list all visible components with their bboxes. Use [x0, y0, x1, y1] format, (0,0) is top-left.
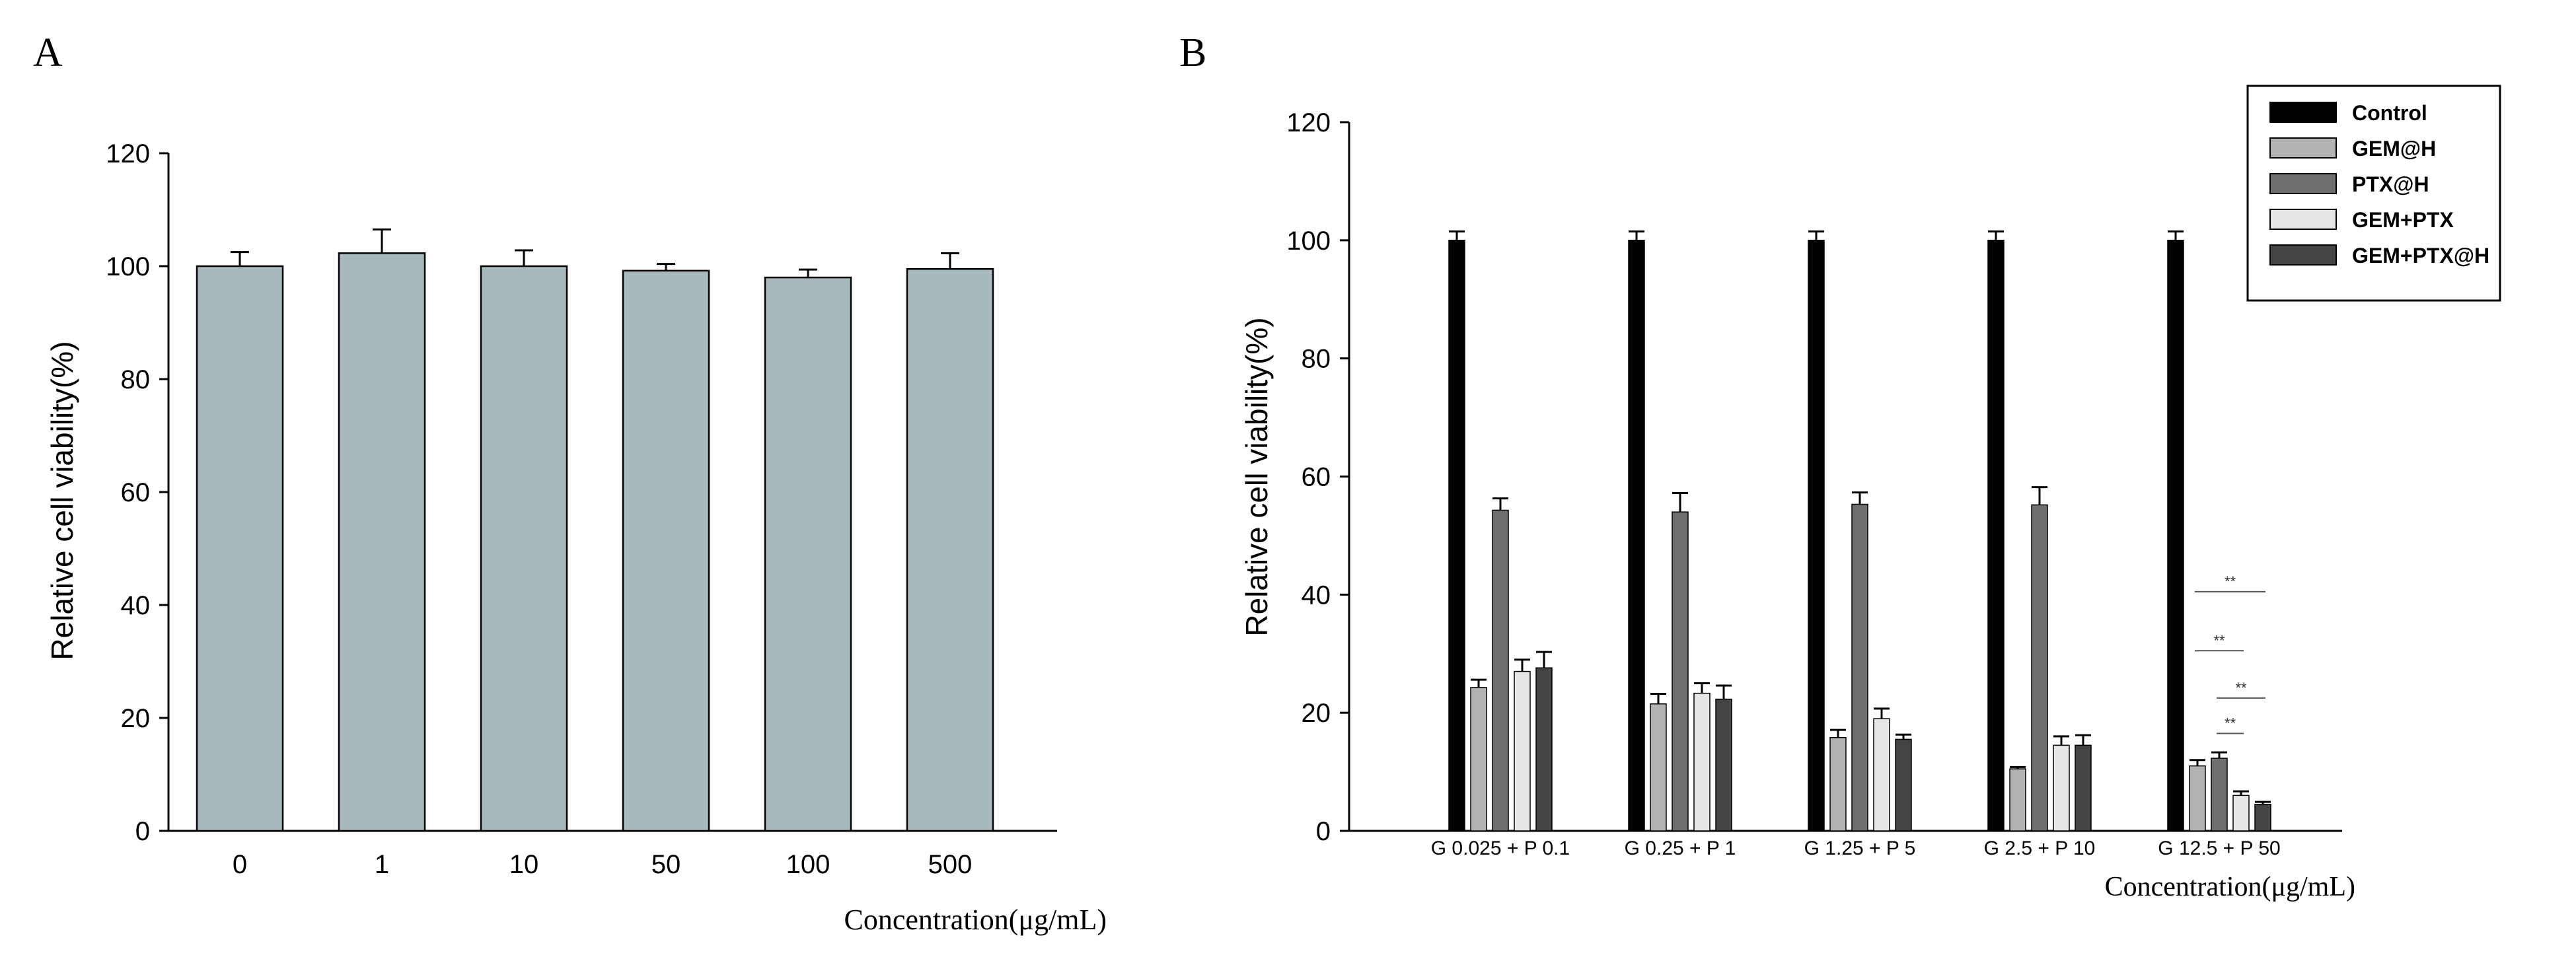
- panel-b-bar: [1987, 240, 2005, 832]
- panel-a-y-ticks: 0 20 40 60 80 100 120: [106, 139, 168, 846]
- panel-b-legend: Control GEM@H PTX@H GEM+PTX GEM+PTX@H: [2246, 85, 2501, 302]
- panel-b-bar: [1514, 670, 1531, 832]
- panel-b-bar: [1628, 240, 1645, 832]
- panel-b-bar: [1650, 703, 1667, 832]
- panel-a-x-ticks: 0 1 10 50 100 500: [233, 850, 973, 879]
- panel-b-bar: [1829, 736, 1847, 832]
- legend-entry: GEM@H: [2352, 137, 2436, 160]
- panel-b-bar: [1672, 511, 1689, 832]
- panel-b-bar: [2167, 240, 2184, 832]
- panel-b-bar: [2075, 744, 2092, 832]
- panel-a-x-tick-label: 500: [928, 850, 973, 879]
- panel-b-x-tick-label: G 0.025 + P 0.1: [1431, 837, 1570, 859]
- panel-b-y-tick-label: 0: [1316, 817, 1331, 846]
- panel-b-bar: [1535, 667, 1553, 832]
- legend-entry: PTX@H: [2352, 172, 2429, 196]
- panel-b-bar: [1895, 738, 1912, 832]
- panel-a-ylabel: Relative cell viability(%): [45, 341, 79, 660]
- panel-b-y-ticks: 0 20 40 60 80 100 120: [1286, 108, 1349, 846]
- legend-swatch: [2269, 102, 2337, 123]
- panel-a-y-tick-label: 120: [106, 139, 150, 168]
- panel-b-y-tick-label: 40: [1302, 581, 1331, 610]
- panel-b: B Relative cell viability(%) Concentrati…: [1179, 30, 2501, 902]
- panel-a-x-tick-label: 1: [375, 850, 389, 879]
- panel-a: A Relative cell viability(%) Concentrati…: [33, 30, 1107, 936]
- panel-b-y-tick-label: 80: [1302, 345, 1331, 374]
- panel-b-bar: [1715, 698, 1732, 832]
- panel-a-y-tick-label: 60: [121, 478, 151, 507]
- panel-b-y-tick-label: 100: [1286, 227, 1331, 256]
- panel-a-y-tick-label: 40: [121, 591, 151, 620]
- legend-swatch: [2269, 173, 2337, 194]
- panel-b-ylabel: Relative cell viability(%): [1239, 317, 1274, 636]
- legend-entry: Control: [2352, 101, 2427, 125]
- panel-b-significance-annotations: ** ** ** **: [2195, 573, 2265, 734]
- panel-b-bar: [2031, 504, 2048, 832]
- significance-marker: **: [2225, 573, 2236, 590]
- panel-b-bar: [1693, 692, 1711, 832]
- panel-a-bar: [622, 269, 710, 832]
- panel-b-bar: [1470, 686, 1487, 832]
- panel-b-bar: [2189, 765, 2206, 832]
- panel-a-bar: [480, 265, 568, 832]
- panel-b-x-tick-label: G 0.25 + P 1: [1625, 837, 1736, 859]
- legend-swatch: [2269, 209, 2337, 230]
- panel-b-y-tick-label: 60: [1302, 463, 1331, 492]
- significance-marker: **: [2213, 632, 2225, 649]
- significance-marker: **: [2235, 680, 2247, 696]
- panel-b-bar: [1873, 718, 1890, 832]
- panel-b-bar: [1808, 240, 1825, 832]
- legend-entry: GEM+PTX@H: [2352, 244, 2489, 267]
- panel-b-y-tick-label: 120: [1286, 108, 1331, 137]
- panel-b-bar: [2009, 768, 2026, 832]
- panel-a-x-tick-label: 10: [509, 850, 539, 879]
- significance-marker: **: [2225, 715, 2236, 731]
- panel-a-bar: [196, 265, 284, 832]
- panel-b-xlabel: Concentration(μg/mL): [2105, 872, 2355, 902]
- panel-a-bar: [338, 252, 426, 832]
- panel-b-bar: [1448, 240, 1465, 832]
- panel-a-bar: [764, 276, 852, 832]
- legend-swatch: [2269, 244, 2337, 266]
- panel-b-label: B: [1179, 30, 1206, 75]
- panel-a-bar: [906, 268, 994, 832]
- panel-b-bar: [2254, 804, 2271, 832]
- panel-b-y-tick-label: 20: [1302, 699, 1331, 728]
- panel-b-bar: [2053, 744, 2070, 832]
- panel-b-bar: [1851, 503, 1868, 832]
- legend-entry: GEM+PTX: [2352, 208, 2454, 232]
- panel-a-x-tick-label: 50: [651, 850, 681, 879]
- panel-b-x-tick-label: G 12.5 + P 50: [2158, 837, 2280, 859]
- panel-a-bars: [196, 228, 994, 832]
- panel-b-x-tick-label: G 1.25 + P 5: [1804, 837, 1916, 859]
- panel-a-y-tick-label: 0: [135, 817, 150, 846]
- panel-a-y-tick-label: 80: [121, 365, 151, 394]
- panel-a-label: A: [33, 30, 63, 75]
- panel-b-bar: [1492, 509, 1509, 832]
- panel-b-x-ticks: G 0.025 + P 0.1 G 0.25 + P 1 G 1.25 + P 5 G…: [1431, 837, 2281, 859]
- panel-a-y-tick-label: 20: [121, 704, 151, 733]
- legend-swatch: [2269, 137, 2337, 159]
- panel-b-bar: [2232, 795, 2250, 832]
- panel-a-y-tick-label: 100: [106, 252, 150, 281]
- panel-a-xlabel: Concentration(μg/mL): [844, 904, 1107, 936]
- panel-b-bar: [2211, 758, 2228, 832]
- panel-b-bars: [1448, 230, 2271, 832]
- panel-a-x-tick-label: 0: [233, 850, 247, 879]
- panel-b-x-tick-label: G 2.5 + P 10: [1984, 837, 2096, 859]
- panel-a-x-tick-label: 100: [786, 850, 830, 879]
